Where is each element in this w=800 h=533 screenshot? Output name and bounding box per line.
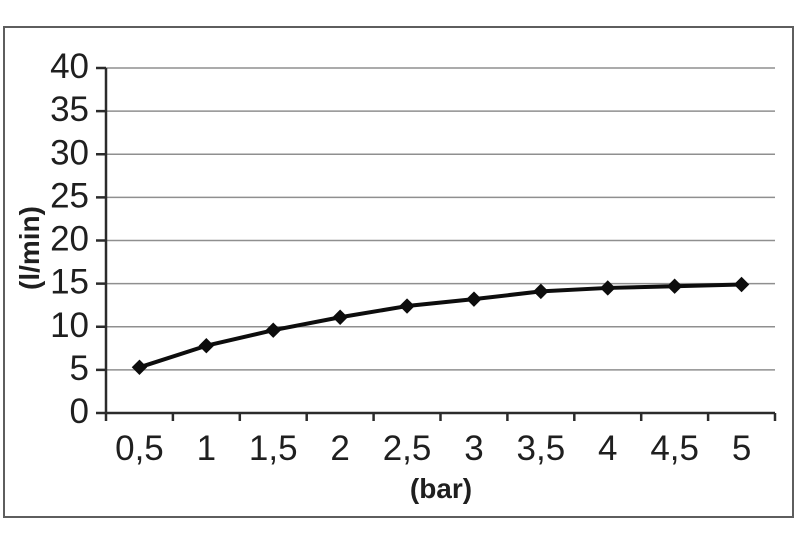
data-point-marker [399, 298, 415, 314]
x-tick-label: 4 [598, 429, 617, 468]
data-point-marker [533, 283, 549, 300]
x-tick-label: 1 [197, 429, 216, 468]
y-tick-label: 35 [50, 90, 89, 129]
x-tick-label: 3,5 [517, 429, 566, 468]
data-point-marker [733, 276, 750, 293]
y-tick-label: 5 [70, 349, 89, 388]
x-tick-label: 1,5 [249, 429, 298, 468]
x-tick-label: 2,5 [383, 429, 432, 468]
y-tick-label: 25 [50, 176, 89, 215]
y-tick-label: 40 [50, 47, 89, 86]
data-point-marker [466, 291, 482, 307]
y-tick-label: 15 [50, 263, 89, 302]
x-tick-label: 4,5 [650, 429, 699, 468]
x-axis-title: (bar) [409, 473, 473, 504]
data-point-marker [332, 309, 348, 325]
y-tick-label: 20 [50, 220, 89, 259]
data-point-marker [600, 280, 616, 296]
y-tick-label: 10 [50, 306, 89, 345]
y-tick-label: 0 [70, 392, 89, 431]
chart-frame [3, 26, 794, 518]
x-tick-label: 0,5 [115, 429, 164, 468]
x-tick-label: 5 [732, 429, 751, 468]
y-tick-label: 30 [50, 133, 89, 172]
data-point-marker [131, 359, 148, 375]
y-axis-title: (l/min) [14, 206, 45, 290]
data-point-marker [265, 322, 281, 338]
x-tick-label: 2 [330, 429, 349, 468]
data-point-marker [198, 338, 215, 354]
series-line [137, 282, 744, 370]
axis-lines [104, 68, 775, 415]
data-point-marker [666, 278, 683, 294]
x-tick-label: 3 [464, 429, 483, 468]
